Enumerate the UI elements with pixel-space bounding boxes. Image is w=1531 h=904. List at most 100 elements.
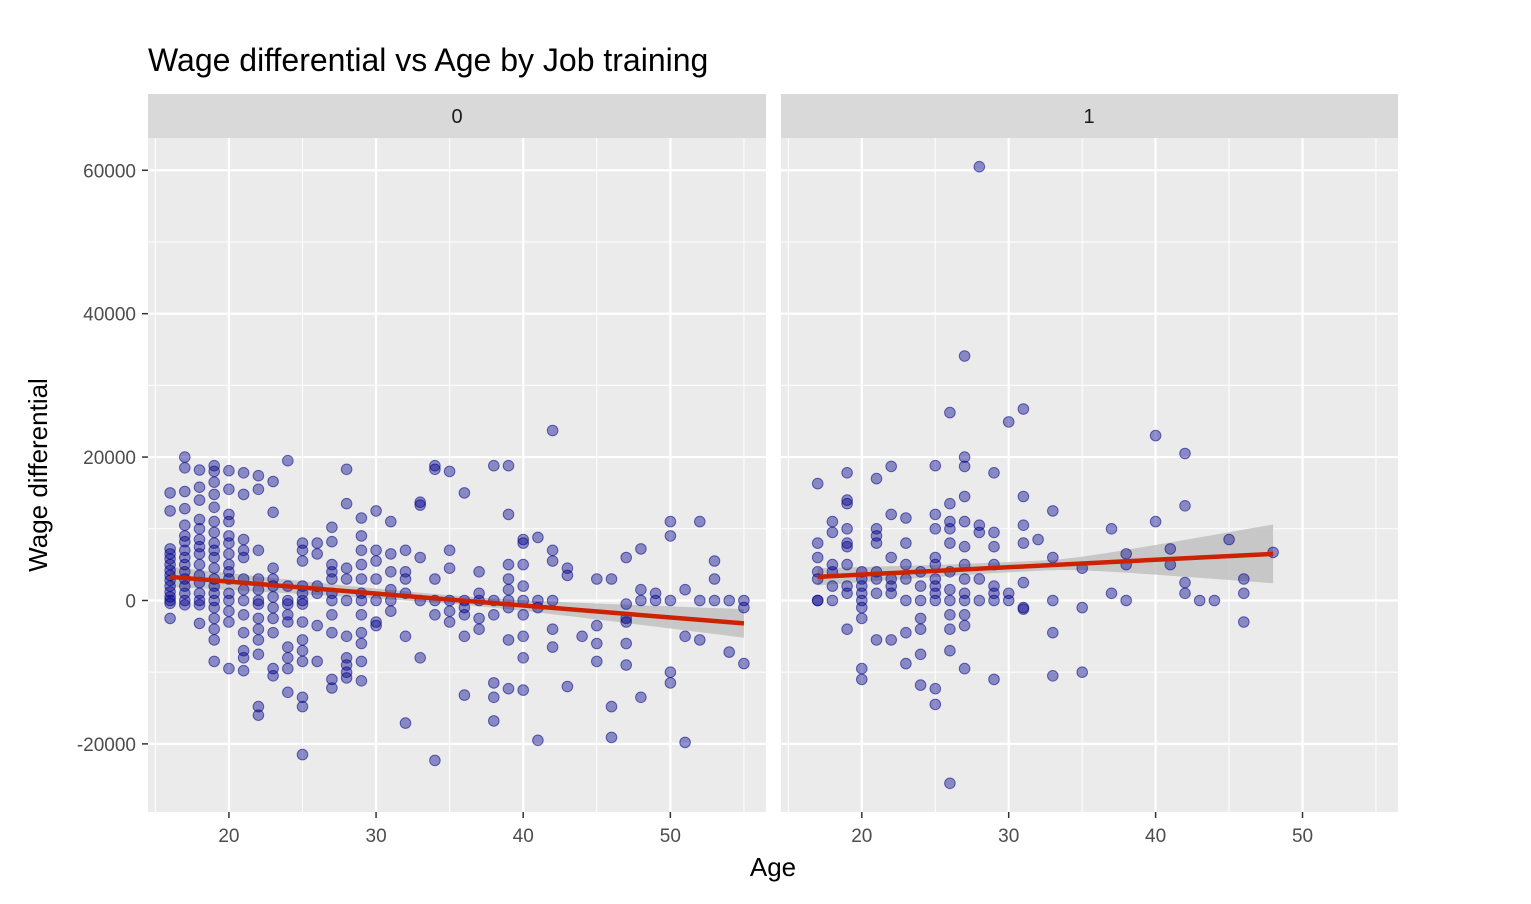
data-point <box>429 573 441 585</box>
data-point <box>679 736 691 749</box>
data-point <box>841 558 853 571</box>
data-point <box>517 652 530 664</box>
data-point <box>355 558 368 571</box>
data-point <box>179 535 191 548</box>
data-point <box>841 537 853 549</box>
data-point <box>355 530 368 542</box>
data-point <box>473 612 485 625</box>
data-point <box>929 698 942 711</box>
data-point <box>237 583 250 596</box>
data-point <box>591 573 603 585</box>
data-point <box>1047 505 1059 517</box>
data-point <box>502 459 515 472</box>
data-point <box>355 626 368 639</box>
data-point <box>296 634 309 646</box>
data-point <box>473 623 485 636</box>
data-point <box>267 591 279 603</box>
data-point <box>458 689 471 701</box>
data-point <box>385 548 397 560</box>
data-point <box>223 537 235 549</box>
data-point <box>635 594 647 607</box>
data-point <box>546 623 559 636</box>
data-point <box>164 505 176 517</box>
data-point <box>811 594 824 607</box>
data-point <box>267 626 279 639</box>
data-point <box>914 612 927 625</box>
data-point <box>929 523 942 535</box>
data-point <box>282 686 294 699</box>
data-point <box>237 609 250 621</box>
data-point <box>973 594 986 607</box>
data-point <box>738 601 750 614</box>
data-point <box>267 601 279 614</box>
x-tick-label: 50 <box>660 826 681 847</box>
data-point <box>488 691 500 704</box>
data-point <box>237 626 250 639</box>
data-point <box>488 459 500 472</box>
data-point <box>1002 594 1015 607</box>
data-point <box>414 496 427 509</box>
data-point <box>385 515 397 528</box>
data-point <box>591 655 603 668</box>
data-point <box>296 598 309 610</box>
data-point <box>179 502 191 515</box>
data-point <box>414 499 427 511</box>
data-point <box>1238 616 1250 628</box>
data-point <box>856 673 868 686</box>
data-point <box>1149 515 1162 528</box>
data-point <box>502 682 515 695</box>
data-point <box>208 623 220 636</box>
data-point <box>502 634 515 646</box>
data-point <box>355 573 368 585</box>
data-point <box>1047 670 1059 682</box>
data-point <box>179 462 191 474</box>
data-point <box>664 515 677 528</box>
data-point <box>1017 490 1030 503</box>
data-point <box>870 537 883 549</box>
data-point <box>841 587 853 600</box>
data-point <box>841 467 853 479</box>
data-point <box>429 609 441 621</box>
data-point <box>649 594 662 607</box>
x-ticks-0: 20 30 40 50 <box>218 812 681 847</box>
data-point <box>355 594 368 607</box>
data-point <box>458 609 471 621</box>
data-point <box>841 540 853 553</box>
panel-background-1 <box>781 138 1398 812</box>
y-axis-label: Wage differential <box>23 378 53 572</box>
data-point <box>296 616 309 628</box>
data-point <box>208 465 220 478</box>
data-point <box>340 573 353 585</box>
data-point <box>885 551 898 564</box>
data-point <box>340 562 353 575</box>
data-point <box>326 609 338 621</box>
data-point <box>944 406 956 419</box>
data-point <box>237 467 250 479</box>
data-point <box>326 673 338 686</box>
data-point <box>885 508 898 521</box>
data-point <box>296 644 309 657</box>
data-point <box>164 594 176 607</box>
data-point <box>973 160 986 173</box>
data-point <box>502 508 515 521</box>
data-point <box>546 594 559 607</box>
data-point <box>252 598 265 610</box>
data-point <box>958 540 971 553</box>
data-point <box>488 715 500 727</box>
data-point <box>958 515 971 528</box>
data-point <box>694 515 706 528</box>
data-point <box>1164 543 1177 555</box>
trend-line-1 <box>817 551 1274 580</box>
data-point <box>664 677 677 689</box>
data-point <box>517 684 530 696</box>
data-point <box>179 594 191 607</box>
data-point <box>296 700 309 713</box>
strip-label-1: 1 <box>1083 106 1094 128</box>
x-axis-label: Age <box>750 852 796 882</box>
data-point <box>958 619 971 632</box>
data-point <box>340 672 353 684</box>
data-point <box>208 612 220 625</box>
gridlines-0 <box>148 138 766 812</box>
data-point <box>1179 447 1191 460</box>
data-point <box>193 494 206 506</box>
